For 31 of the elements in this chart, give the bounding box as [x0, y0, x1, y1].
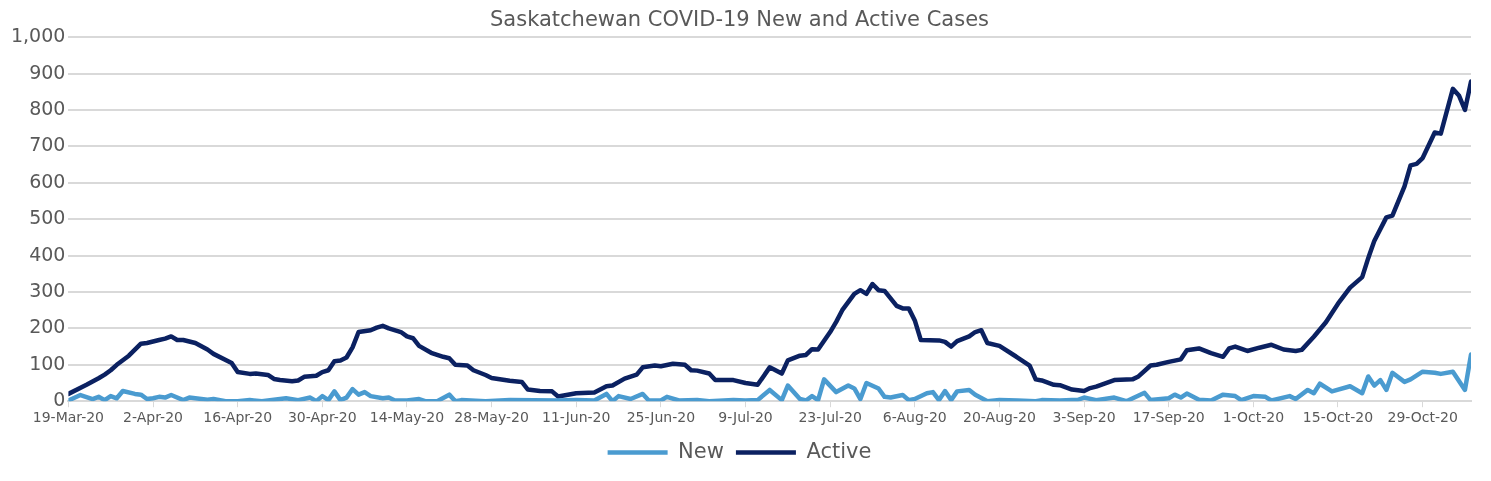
x-tick-label: 14-May-20	[369, 409, 445, 426]
x-tick-label: 20-Aug-20	[963, 409, 1036, 426]
x-tick-label: 29-Oct-20	[1387, 409, 1458, 426]
x-tick-label: 23-Jul-20	[798, 409, 862, 426]
x-tick-label: 17-Sep-20	[1132, 409, 1205, 426]
x-tick-label: 25-Jun-20	[626, 409, 696, 426]
x-tick-label: 9-Jul-20	[718, 409, 773, 426]
y-tick-label: 600	[29, 169, 66, 192]
legend-label: New	[678, 438, 724, 463]
x-tick-label: 11-Jun-20	[542, 409, 611, 426]
y-tick-label: 400	[29, 242, 66, 265]
x-tick-label: 3-Sep-20	[1052, 409, 1116, 426]
x-tick-label: 15-Oct-20	[1302, 409, 1374, 426]
x-tick-label: 16-Apr-20	[203, 409, 273, 426]
x-tick-label: 6-Aug-20	[882, 409, 947, 426]
y-tick-label: 900	[29, 60, 66, 83]
x-tick-label: 28-May-20	[454, 409, 529, 426]
x-tick-label: 30-Apr-20	[287, 409, 357, 426]
y-tick-label: 1,000	[10, 24, 66, 47]
y-tick-label: 100	[29, 351, 66, 374]
y-tick-label: 300	[29, 278, 66, 301]
x-tick-label: 1-Oct-20	[1222, 409, 1285, 426]
y-tick-label: 700	[29, 133, 66, 156]
y-tick-label: 800	[29, 96, 66, 119]
y-tick-label: 500	[29, 206, 66, 229]
y-tick-label: 200	[29, 315, 66, 338]
y-tick-label: 0	[53, 388, 66, 411]
legend-label: Active	[806, 438, 872, 463]
chart-title: Saskatchewan COVID-19 New and Active Cases	[490, 7, 989, 32]
x-tick-label: 2-Apr-20	[123, 409, 183, 426]
x-tick-label: 19-Mar-20	[32, 409, 105, 426]
